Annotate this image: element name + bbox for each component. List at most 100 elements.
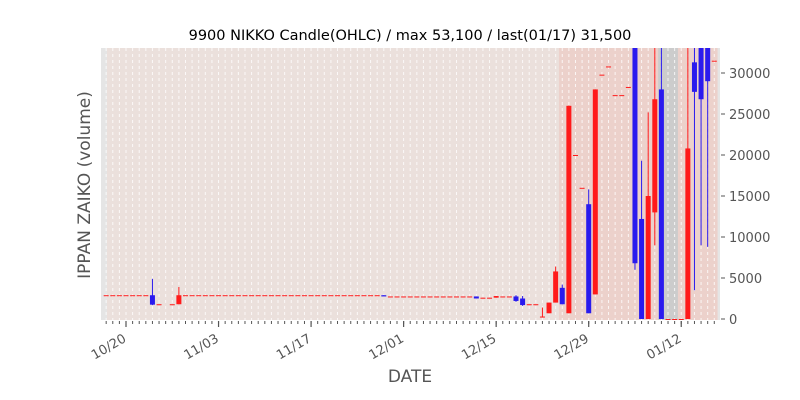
candle: [572, 155, 578, 156]
candle-body: [368, 295, 374, 297]
candle-body: [295, 295, 301, 297]
candle-body: [123, 295, 129, 297]
candle-body: [156, 304, 162, 306]
candle-body: [209, 295, 215, 297]
chart-title: 9900 NIKKO Candle(OHLC) / max 53,100 / l…: [189, 28, 632, 44]
candle-body: [691, 62, 697, 92]
candle-body: [255, 295, 261, 297]
candle: [500, 296, 506, 298]
candle: [130, 295, 136, 297]
candle-body: [658, 89, 664, 320]
candle: [652, 48, 658, 246]
candle-body: [275, 295, 281, 297]
candle-body: [249, 295, 255, 297]
candle: [526, 304, 532, 306]
candle-body: [321, 295, 327, 297]
candle: [493, 296, 499, 298]
candle: [295, 295, 301, 297]
candle-body: [632, 48, 638, 264]
candle: [335, 295, 341, 297]
candle-body: [361, 295, 367, 297]
candle: [103, 295, 109, 297]
candle-body: [553, 271, 559, 303]
candle: [196, 295, 202, 297]
candle-body: [539, 316, 545, 318]
candle: [407, 296, 413, 298]
candle: [368, 295, 374, 297]
candle-body: [467, 296, 473, 298]
candle: [513, 295, 519, 302]
candle-body: [242, 295, 248, 297]
candle: [612, 95, 618, 97]
candle: [255, 295, 261, 297]
candle: [301, 295, 307, 297]
y-tick-label: 5000: [729, 272, 762, 287]
candle: [156, 304, 162, 306]
candle-body: [685, 148, 691, 319]
candle-body: [354, 295, 360, 297]
candle: [606, 66, 612, 68]
y-tick-label: 15000: [729, 190, 770, 205]
candle: [460, 296, 466, 298]
candle: [658, 48, 664, 320]
candle: [321, 295, 327, 297]
candle-body: [566, 105, 572, 314]
candle-body: [116, 295, 122, 297]
y-tick-label: 0: [729, 313, 737, 328]
candle: [599, 74, 605, 76]
candle-body: [136, 295, 142, 297]
candle-body: [487, 297, 493, 299]
candle: [434, 296, 440, 298]
candle-body: [520, 298, 526, 306]
candle-body: [665, 319, 671, 320]
candle-body: [506, 296, 512, 298]
candle-body: [196, 295, 202, 297]
x-tick-label: 11/17: [274, 331, 314, 363]
candle: [559, 284, 565, 305]
candle: [222, 295, 228, 297]
x-tick-label: 12/29: [552, 331, 592, 363]
candle-body: [315, 295, 321, 297]
candle: [116, 295, 122, 297]
candle: [579, 187, 585, 189]
y-tick-label: 30000: [729, 67, 770, 82]
candle: [176, 287, 182, 305]
candle: [566, 105, 572, 314]
candle-body: [328, 295, 334, 297]
candle: [361, 295, 367, 297]
candle: [665, 319, 671, 320]
candle-body: [282, 295, 288, 297]
candle: [182, 295, 188, 297]
candle-body: [407, 296, 413, 298]
candle: [705, 48, 711, 247]
candle: [282, 295, 288, 297]
candle: [645, 112, 651, 319]
candle-body: [434, 296, 440, 298]
candle-body: [202, 295, 208, 297]
candle: [216, 295, 222, 297]
candle: [143, 295, 149, 297]
candle: [454, 296, 459, 298]
x-axis: 10/20 11/03 11/17 12/01 12/15 12/29 01/12: [89, 321, 715, 363]
candle-body: [572, 155, 578, 156]
x-tick-label: 11/03: [182, 331, 222, 363]
candle-body: [599, 74, 605, 76]
x-tick-label: 10/20: [89, 331, 129, 363]
candle: [149, 278, 155, 306]
plot-background: [101, 48, 720, 320]
candle-body: [652, 99, 658, 213]
candle: [506, 296, 512, 298]
candle-body: [387, 296, 393, 298]
candle: [672, 319, 678, 320]
candle-body: [262, 295, 268, 297]
candle: [268, 295, 274, 297]
candle: [592, 89, 598, 295]
candle-body: [612, 95, 618, 97]
candle: [625, 86, 631, 88]
candle: [189, 295, 195, 297]
candles: [103, 48, 717, 320]
candle: [427, 296, 433, 298]
candle-body: [625, 86, 631, 88]
candle-body: [288, 295, 294, 297]
